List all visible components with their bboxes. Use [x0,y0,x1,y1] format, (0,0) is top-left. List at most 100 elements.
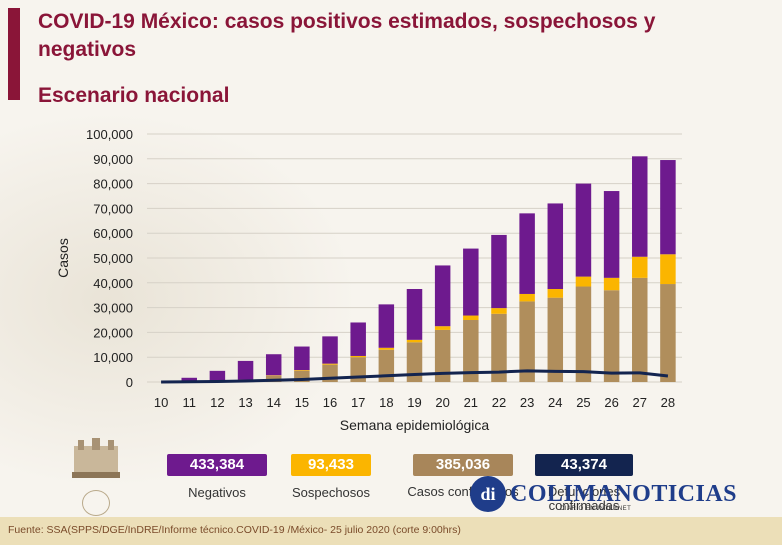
bar-segment-negativos [378,304,395,348]
y-tick-label: 100,000 [86,127,133,142]
bar-segment-negativos [547,203,564,289]
legend-label-negativos: Negativos [188,485,246,500]
x-tick-label: 14 [266,395,280,410]
y-tick-label: 10,000 [93,350,133,365]
x-tick-label: 19 [407,395,421,410]
bar-segment-casos-confirmados [378,349,395,382]
y-tick-label: 90,000 [93,152,133,167]
x-tick-label: 13 [238,395,252,410]
title-accent-bar [8,8,20,100]
title-line-2: negativos [38,38,137,61]
bar-segment-casos-confirmados [491,313,507,382]
legend-value-confirmados: 385,036 [413,454,513,476]
bar-segment-casos-confirmados [632,277,648,382]
x-tick-labels: 10 11 12 13 14 15 16 17 18 19 20 21 22 23 24 25 26 27 28 [154,395,675,410]
bar-segment-casos-confirmados [406,342,423,382]
x-tick-label: 17 [351,395,365,410]
bar-segment-casos-confirmados [463,320,479,382]
bar-segment-negativos [463,248,479,316]
x-tick-label: 12 [210,395,224,410]
y-tick-label: 80,000 [93,177,133,192]
x-tick-label: 25 [576,395,590,410]
x-tick-label: 27 [633,395,647,410]
legend-value-defunciones: 43,374 [535,454,633,476]
deaths-line [161,369,669,384]
bar-segment-casos-confirmados [434,329,451,382]
bars [181,156,676,382]
x-tick-label: 11 [182,395,196,410]
x-tick-label: 15 [295,395,309,410]
x-tick-label: 16 [323,395,337,410]
footer-bar [0,517,782,545]
legend-label-defunciones: Defunciones confirmadas [547,484,621,513]
bar-segment-sospechosos [547,289,564,298]
bar-segment-negativos [265,354,282,376]
watermark-subtitle: DIARIO EN INTERNET [560,506,632,512]
x-tick-label: 24 [548,395,562,410]
bar-segment-negativos [350,322,366,356]
page-subtitle: Escenario nacional [38,84,230,107]
bar-segment-negativos [406,289,423,340]
bar-segment-sospechosos [575,276,592,287]
bar-segment-casos-confirmados [660,284,676,382]
bar-segment-casos-confirmados [294,370,310,382]
y-tick-label: 60,000 [93,226,133,241]
bar-segment-sospechosos [294,370,310,371]
bar-segment-negativos [322,336,338,364]
bar-segment-sospechosos [491,308,507,314]
x-tick-label: 22 [492,395,506,410]
bar-segment-casos-confirmados [519,301,535,382]
bar-segment-negativos [181,377,197,382]
bar-segment-sospechosos [350,355,366,358]
y-tick-labels: 0 10,000 20,000 30,000 40,000 50,000 60,000 70,… [86,127,133,390]
y-tick-label: 30,000 [93,301,133,316]
background-decoration [0,110,360,490]
x-tick-label: 26 [604,395,618,410]
watermark-mark: di [470,476,506,512]
legend-label-sospechosos: Sospechosos [291,485,371,500]
bar-segment-sospechosos [632,256,648,278]
x-tick-label: 18 [379,395,393,410]
seal-icon [82,490,110,516]
x-axis-title: Semana epidemiológica [340,417,490,433]
bar-segment-negativos [209,370,226,381]
government-logo-icon [72,438,120,478]
page-title: COVID-19 México: casos positivos estimad… [38,8,778,64]
bar-segment-sospechosos [660,254,676,285]
x-tick-label: 28 [661,395,675,410]
legend-value-sospechosos: 93,433 [291,454,371,476]
bar-segment-negativos [632,156,648,257]
bar-segment-sospechosos [463,315,479,320]
title-line-1: COVID-19 México: casos positivos estimad… [38,10,656,33]
watermark-text: COLIMANOTICIAS [510,480,738,507]
bar-segment-negativos [237,360,254,380]
y-tick-label: 20,000 [93,325,133,340]
bar-segment-casos-confirmados [575,286,592,382]
deaths-line-layer [161,369,669,384]
bar-segment-sospechosos [406,339,423,343]
y-tick-label: 40,000 [93,276,133,291]
source-note: Fuente: SSA(SPPS/DGE/InDRE/Informe técni… [8,524,461,536]
legend-value-negativos: 433,384 [167,454,267,476]
bar-segment-negativos [519,213,535,294]
bar-segment-sospechosos [603,277,620,291]
y-tick-label: 0 [126,375,133,390]
bar-segment-sospechosos [434,326,451,330]
x-tick-label: 21 [464,395,478,410]
bar-segment-negativos [434,265,451,327]
watermark: di COLIMANOTICIAS [470,476,737,512]
y-tick-label: 50,000 [93,251,133,266]
x-tick-label: 10 [154,395,168,410]
bar-segment-negativos [603,191,620,278]
y-axis-title: Casos [55,238,71,278]
bar-segment-negativos [294,346,310,371]
bar-segment-sospechosos [322,363,338,365]
bar-segment-negativos [660,160,676,255]
bar-segment-negativos [575,183,592,277]
x-tick-label: 23 [520,395,534,410]
x-tick-label: 20 [435,395,449,410]
bar-segment-sospechosos [378,347,395,350]
bar-segment-casos-confirmados [603,290,620,382]
